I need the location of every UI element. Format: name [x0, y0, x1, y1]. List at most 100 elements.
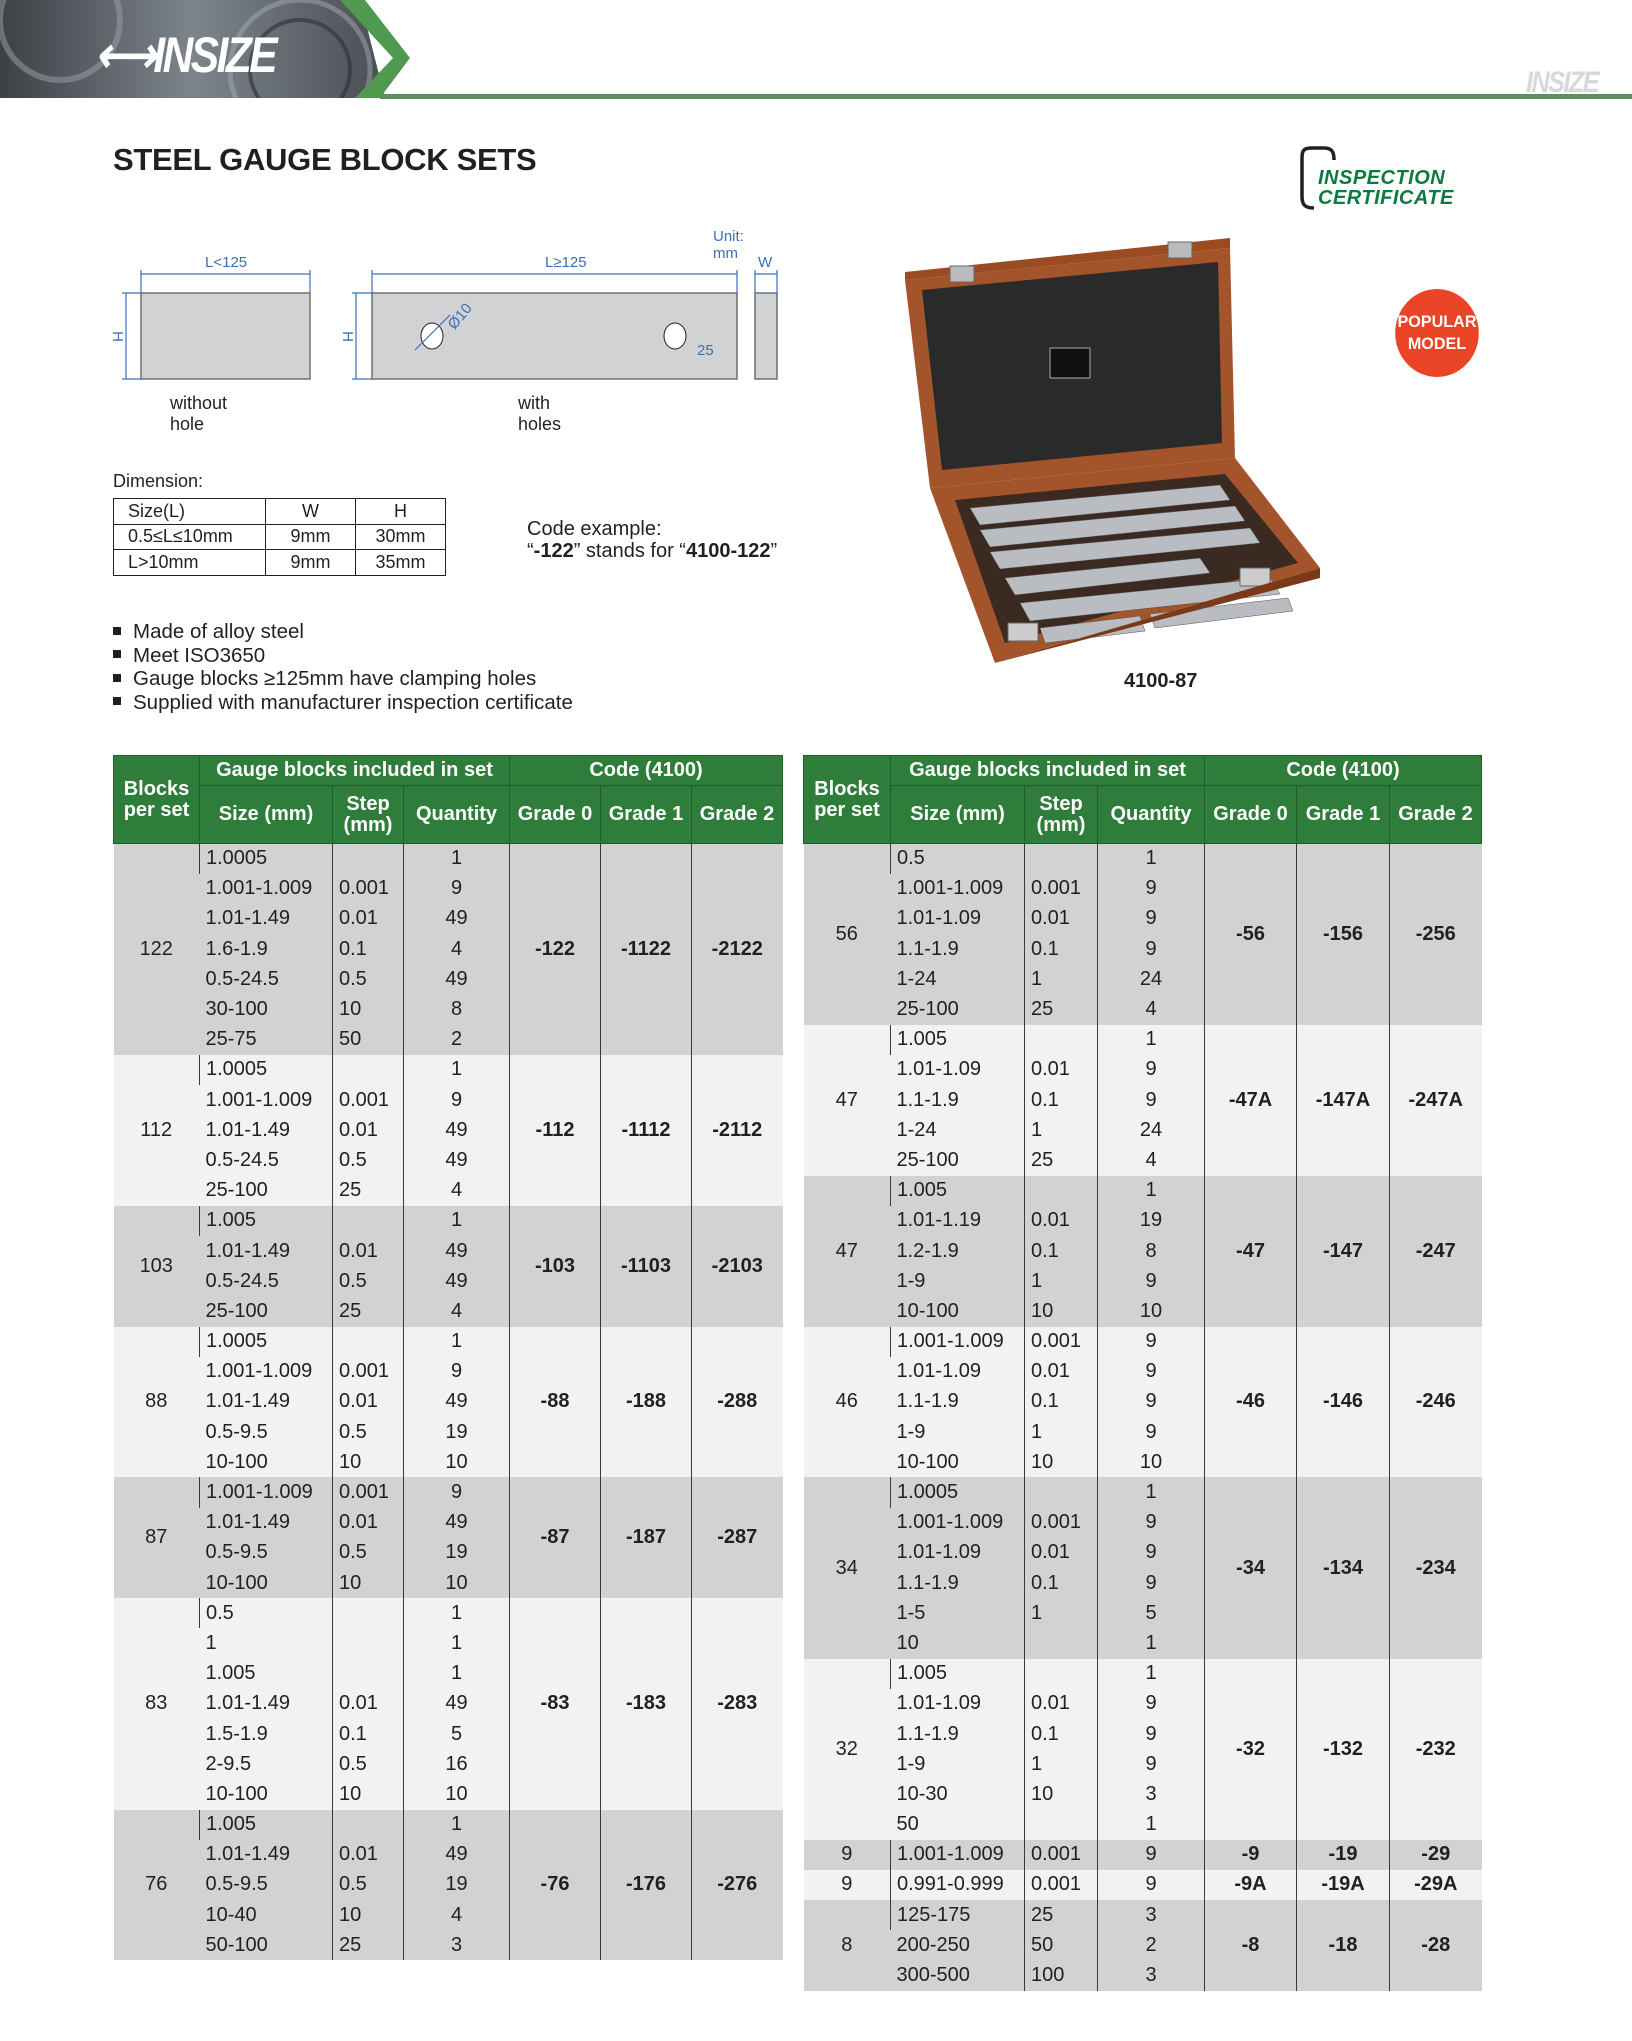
step-cell: 0.01 — [332, 1839, 404, 1870]
table-row: 0.5-9.5 0.5 19 — [114, 1869, 783, 1901]
gauge-block-table-right: Blocks per set Gauge blocks included in s… — [803, 755, 1482, 1991]
size-cell: 1.01-1.09 — [890, 1537, 1025, 1568]
size-cell: 1.1-1.9 — [890, 1085, 1025, 1116]
step-cell: 0.01 — [1024, 1054, 1098, 1085]
qty-cell: 49 — [403, 1145, 510, 1176]
blocks-per-set: 87 — [113, 1477, 200, 1599]
qty-cell: 1 — [403, 1326, 510, 1357]
set-group: 8 125-175 25 3 -8 -18 -28 200-250 50 2 300-500 100 3 — [803, 1900, 1482, 1991]
step-cell: 0.01 — [332, 1235, 404, 1267]
table-row: 76 1.005 1 -76 -176 -276 — [113, 1809, 783, 1961]
qty-cell: 4 — [403, 1900, 510, 1931]
quote: ” — [770, 540, 778, 562]
blocks-per-set: 47 — [803, 1175, 891, 1327]
qty-cell: 1 — [403, 843, 510, 874]
table-row: 8 125-175 25 3 -8 -18 -28 — [803, 1900, 1482, 1991]
qty-cell: 49 — [403, 1115, 510, 1146]
qty-cell: 9 — [1097, 1869, 1205, 1901]
dimension-header-row: Size(L) W H — [113, 498, 446, 525]
size-cell: 10-40 — [199, 1900, 333, 1931]
size-cell: 0.5-9.5 — [199, 1537, 333, 1568]
header-size: Size (mm) — [199, 785, 333, 844]
table-row: 50 1 — [804, 1809, 1482, 1840]
step-cell: 0.01 — [1024, 1688, 1098, 1719]
step-cell: 25 — [1024, 1900, 1098, 1931]
size-cell: 1.001-1.009 — [199, 1477, 333, 1508]
step-cell: 10 — [1024, 1447, 1098, 1478]
size-cell: 1.01-1.49 — [199, 1386, 333, 1418]
size-cell: 25-75 — [199, 1024, 333, 1055]
header-size: Size (mm) — [890, 785, 1025, 844]
qty-cell: 4 — [1097, 1145, 1205, 1176]
step-cell: 0.5 — [332, 1266, 404, 1297]
size-cell: 10 — [890, 1628, 1025, 1659]
qty-cell: 9 — [1097, 1568, 1205, 1599]
size-cell: 1.0005 — [890, 1477, 1025, 1508]
step-cell — [1024, 1024, 1098, 1055]
size-cell: 1.01-1.09 — [890, 903, 1025, 935]
size-cell: 125-175 — [890, 1900, 1025, 1931]
table-row: 10 1 — [804, 1628, 1482, 1659]
table-row: 1.1-1.9 0.1 9 — [804, 1085, 1482, 1116]
feature-item: Gauge blocks ≥125mm have clamping holes — [113, 667, 573, 691]
size-cell: 1.005 — [890, 1175, 1025, 1206]
size-cell: 10-100 — [890, 1296, 1025, 1327]
table-row: 47 1.005 1 -47A -147A -247A — [803, 1024, 1482, 1176]
dim-cell: L>10mm — [113, 549, 266, 576]
header-code: Code (4100) — [509, 755, 783, 786]
size-cell: 1.1-1.9 — [890, 1386, 1025, 1418]
table-row: 1.001-1.009 0.001 9 — [804, 873, 1482, 904]
code-grade2: -247 — [1389, 1175, 1482, 1327]
code-grade1: -18 — [1296, 1900, 1390, 1991]
qty-cell: 19 — [403, 1417, 510, 1448]
qty-cell: 9 — [403, 1477, 510, 1508]
step-cell: 0.001 — [1024, 1839, 1098, 1870]
qty-cell: 9 — [1097, 1537, 1205, 1568]
table-row: 1.01-1.09 0.01 9 — [804, 1688, 1482, 1719]
qty-cell: 9 — [403, 1356, 510, 1387]
qty-cell: 1 — [1097, 1175, 1205, 1206]
code-grade0: -47 — [1204, 1175, 1297, 1327]
size-cell: 1.005 — [890, 1658, 1025, 1689]
table-row: 1.001-1.009 0.001 9 — [114, 1085, 783, 1116]
qty-cell: 1 — [1097, 1024, 1205, 1055]
hole-offset-label: 25 — [697, 342, 714, 359]
qty-cell: 10 — [1097, 1296, 1205, 1327]
qty-cell: 16 — [403, 1749, 510, 1780]
table-row: 25-100 25 4 — [114, 1175, 783, 1206]
qty-cell: 24 — [1097, 964, 1205, 995]
code-grade1: -187 — [600, 1477, 692, 1599]
table-row: 1.01-1.09 0.01 9 — [804, 903, 1482, 935]
table-row: 25-100 25 4 — [804, 994, 1482, 1025]
qty-cell: 1 — [403, 1054, 510, 1085]
size-cell: 25-100 — [199, 1175, 333, 1206]
step-cell: 0.001 — [1024, 1869, 1098, 1901]
code-grade0: -34 — [1204, 1477, 1297, 1659]
table-row: 112 1.0005 1 -112 -1112 -2112 — [113, 1054, 783, 1206]
qty-cell: 19 — [403, 1537, 510, 1568]
step-cell — [1024, 1175, 1098, 1206]
set-group: 9 1.001-1.009 0.001 9 -9 -19 -29 — [803, 1839, 1482, 1870]
length-label-long: L≥125 — [545, 254, 587, 271]
table-row: 1.01-1.49 0.01 49 — [114, 903, 783, 935]
step-cell: 0.01 — [332, 1688, 404, 1719]
blocks-per-set: 56 — [803, 843, 891, 1025]
set-group: 32 1.005 1 -32 -132 -232 1.01-1.09 0.01 9 1.1-1.9… — [803, 1658, 1482, 1840]
qty-cell: 9 — [1097, 1326, 1205, 1357]
step-cell: 50 — [1024, 1930, 1098, 1961]
table-row: 46 1.001-1.009 0.001 9 -46 -146 -246 — [803, 1326, 1482, 1478]
brand-logo-text: INSIZE — [153, 27, 277, 83]
qty-cell: 9 — [1097, 934, 1205, 965]
quote: “ — [527, 540, 534, 562]
table-row: 88 1.0005 1 -88 -188 -288 — [113, 1326, 783, 1478]
size-cell: 1.1-1.9 — [890, 1568, 1025, 1599]
table-row: 2-9.5 0.5 16 — [114, 1749, 783, 1780]
size-cell: 0.5-9.5 — [199, 1869, 333, 1901]
blocks-per-set: 112 — [113, 1054, 200, 1206]
gauge-block-table-left: Blocks per set Gauge blocks included in s… — [113, 755, 783, 1961]
size-cell: 1.001-1.009 — [890, 1326, 1025, 1357]
product-model-number: 4100-87 — [1124, 670, 1198, 692]
cert-line2: CERTIFICATE — [1318, 187, 1454, 209]
table-row: 1.01-1.49 0.01 49 — [114, 1839, 783, 1870]
set-group: 56 0.5 1 -56 -156 -256 1.001-1.009 0.001 9 1.01-1… — [803, 843, 1482, 1025]
